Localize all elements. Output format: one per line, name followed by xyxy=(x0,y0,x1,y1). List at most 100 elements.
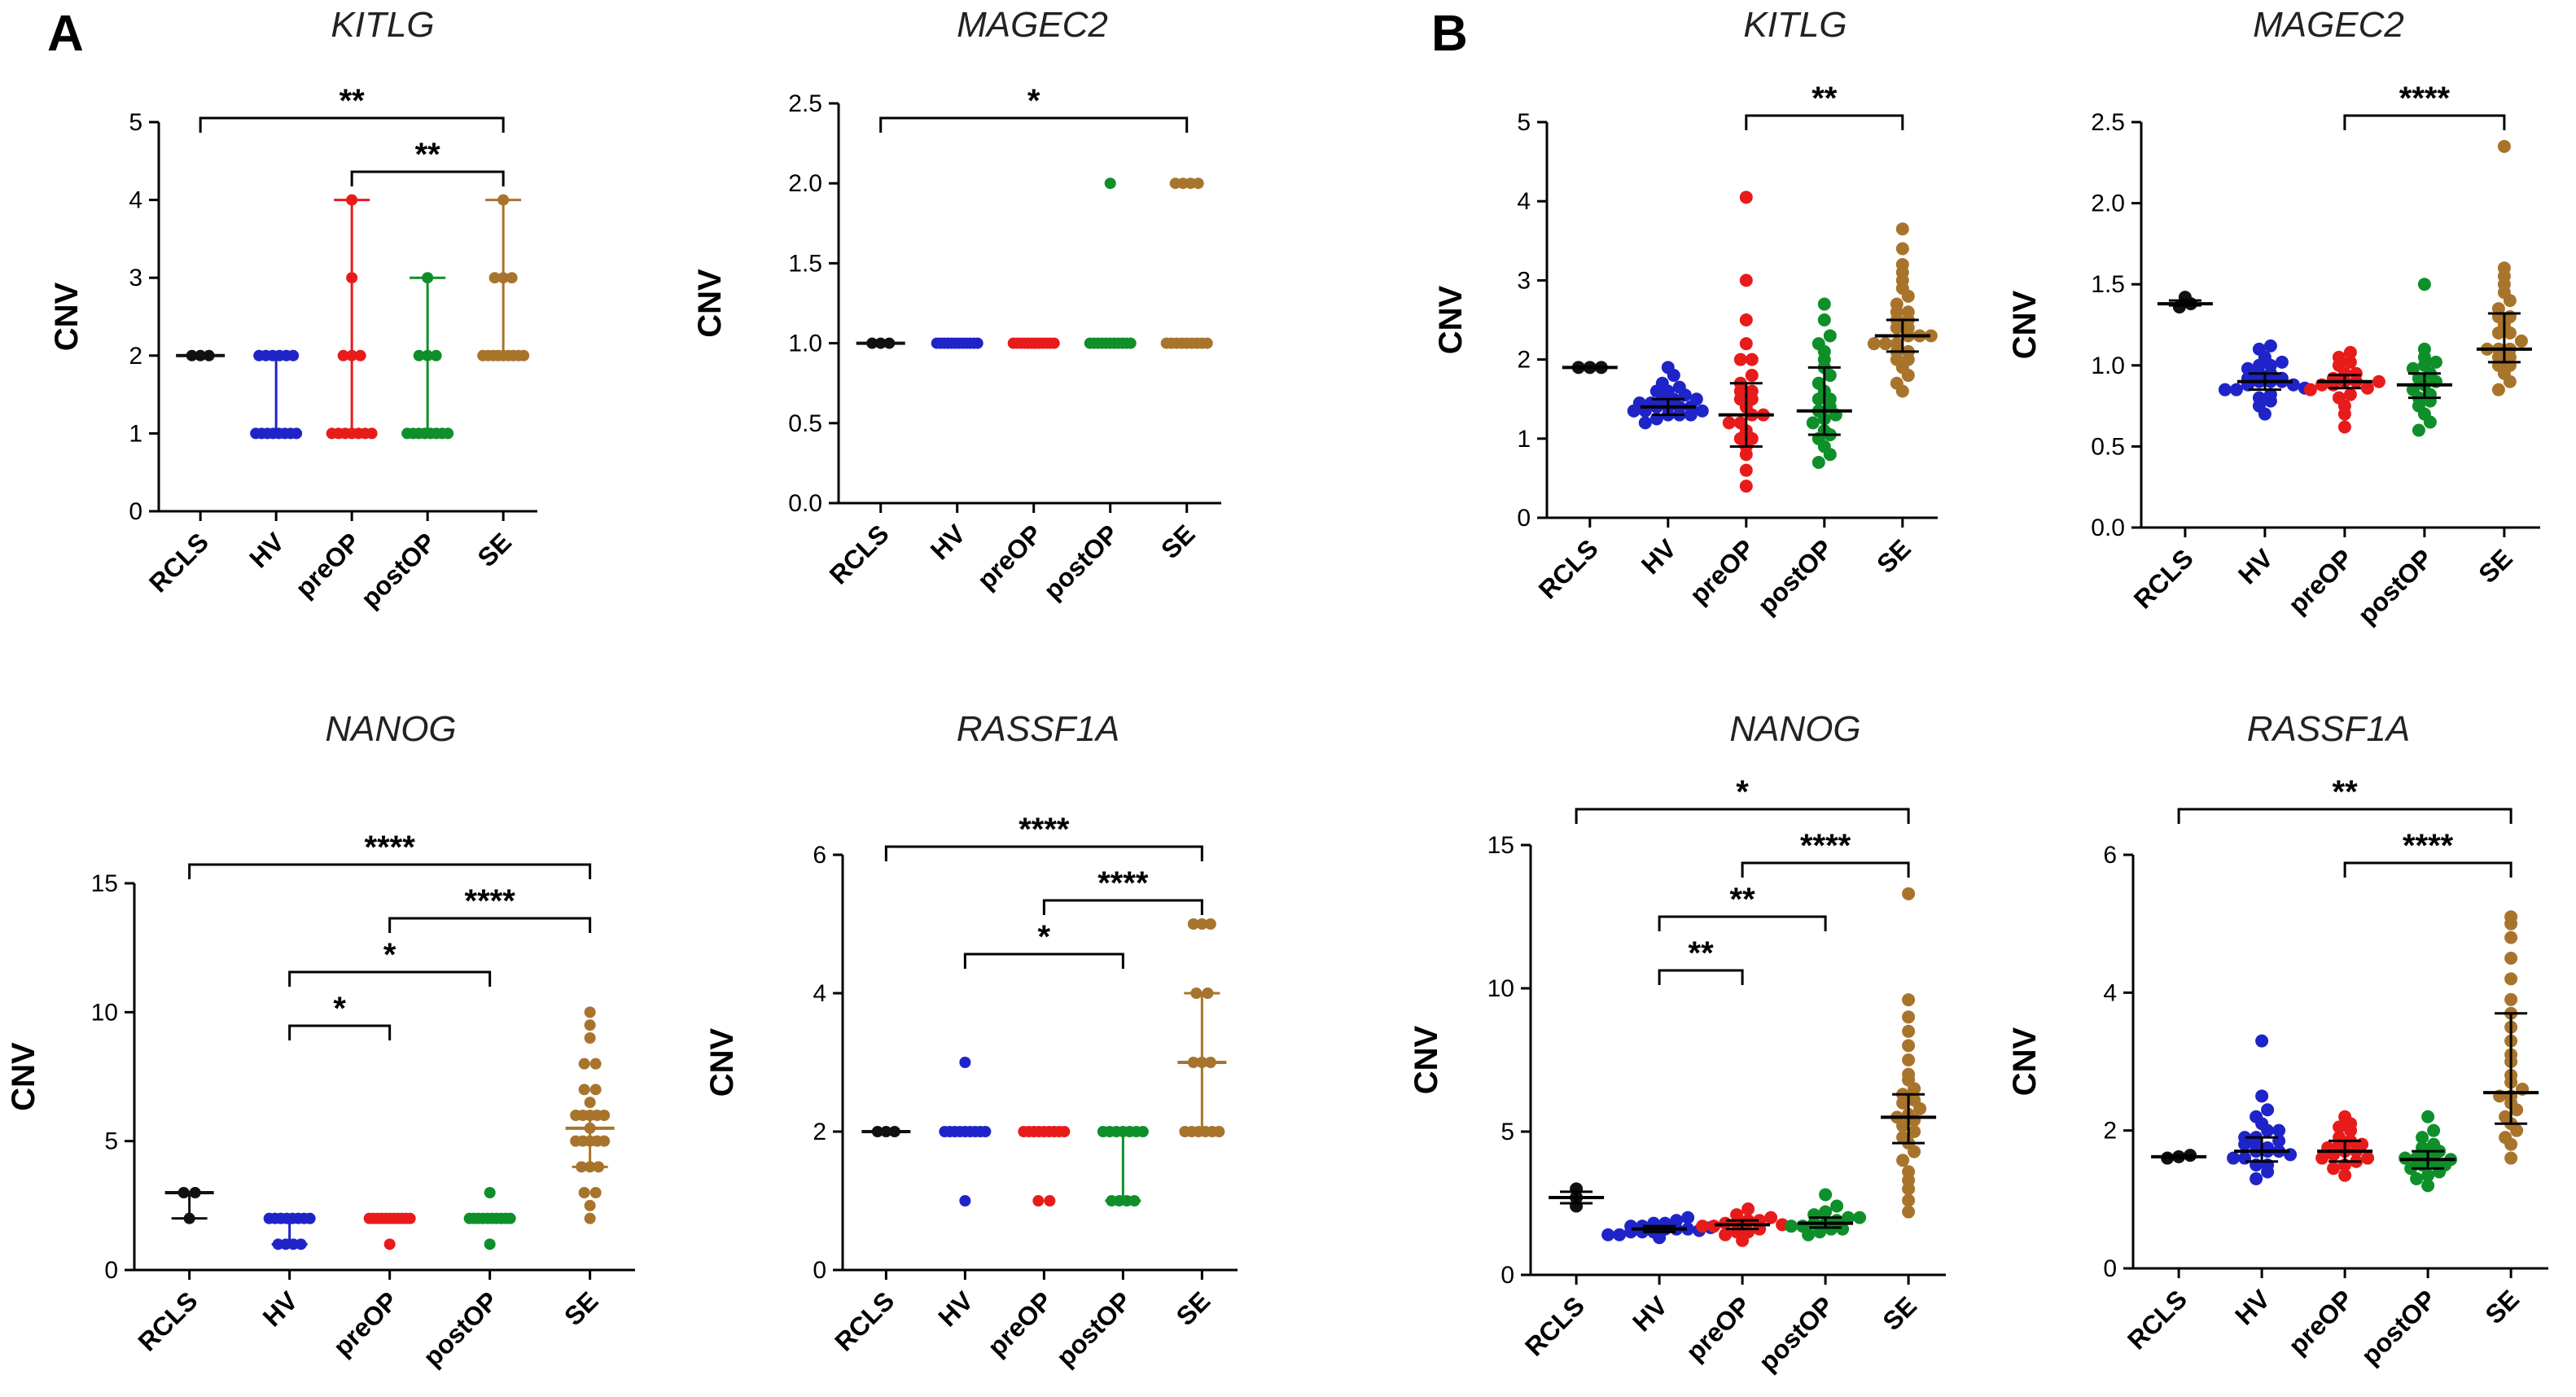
data-point xyxy=(1902,993,1916,1007)
y-axis-label: CNV xyxy=(692,269,728,338)
series-preop xyxy=(1696,1202,1790,1247)
significance-bracket xyxy=(2343,861,2512,878)
data-point xyxy=(1670,1214,1684,1228)
data-point xyxy=(578,1058,590,1070)
significance-label: ** xyxy=(415,137,441,173)
data-point xyxy=(2504,952,2518,965)
data-point xyxy=(1739,190,1753,204)
y-tick-label: 2 xyxy=(1517,347,1531,374)
data-point xyxy=(346,194,358,206)
data-point xyxy=(1204,918,1216,930)
data-point xyxy=(1901,305,1915,319)
data-point xyxy=(1655,376,1669,390)
data-point xyxy=(1830,1199,1844,1213)
data-point xyxy=(1739,274,1753,287)
y-tick-label: 1 xyxy=(1517,426,1531,453)
data-point xyxy=(346,272,358,284)
y-tick-label: 1.0 xyxy=(2091,353,2125,379)
data-point xyxy=(2327,1162,2341,1176)
x-tick-label: RCLS xyxy=(133,1285,204,1356)
series-postop xyxy=(2399,1110,2458,1193)
data-point xyxy=(1707,1220,1721,1233)
x-tick-label: RCLS xyxy=(824,519,895,589)
data-point xyxy=(2337,420,2351,434)
y-axis-label: CNV xyxy=(6,1042,42,1111)
y-tick-label: 3 xyxy=(129,265,142,291)
data-point xyxy=(2333,1120,2346,1134)
series-hv xyxy=(263,1212,316,1250)
y-tick-label: 0 xyxy=(1517,505,1531,532)
data-point xyxy=(2504,910,2518,924)
data-point xyxy=(1895,222,1909,236)
significance-label: ** xyxy=(1689,935,1715,971)
series-rcls xyxy=(856,337,905,349)
y-tick-label: 4 xyxy=(2103,979,2117,1006)
y-axis-label: CNV xyxy=(2007,1027,2043,1096)
data-point xyxy=(1187,918,1199,930)
x-tick-label: HV xyxy=(243,527,290,573)
data-point xyxy=(1902,1193,1916,1207)
data-point xyxy=(2332,350,2346,364)
data-point xyxy=(2227,1151,2241,1165)
x-tick-label: preOP xyxy=(971,519,1047,594)
x-tick-label: HV xyxy=(932,1285,979,1332)
series-rcls xyxy=(1562,361,1618,374)
data-point xyxy=(1896,1154,1910,1167)
data-point xyxy=(2504,972,2518,986)
y-axis-label: CNV xyxy=(2007,290,2043,359)
data-point xyxy=(1819,1188,1833,1202)
x-tick-label: postOP xyxy=(1038,519,1124,605)
data-point xyxy=(584,1032,596,1044)
data-point xyxy=(1661,361,1675,374)
significance-bracket xyxy=(188,863,592,879)
x-tick-label: SE xyxy=(2479,1284,2525,1329)
series-se xyxy=(1881,887,1937,1219)
data-point xyxy=(2514,334,2528,348)
data-point xyxy=(589,1058,602,1070)
data-point xyxy=(1908,1125,1921,1138)
x-tick-label: postOP xyxy=(2352,543,2438,629)
data-point xyxy=(1719,1228,1733,1242)
data-point xyxy=(1806,416,1820,430)
chart-title: MAGEC2 xyxy=(2253,5,2404,45)
y-tick-label: 4 xyxy=(1517,188,1531,215)
data-point xyxy=(1853,1211,1867,1224)
data-point xyxy=(2338,1168,2352,1182)
data-point xyxy=(2238,1131,2252,1145)
data-point xyxy=(1739,463,1753,477)
data-point xyxy=(1044,1195,1056,1206)
y-tick-label: 15 xyxy=(91,870,118,897)
x-tick-label: preOP xyxy=(1680,1290,1756,1366)
significance-label: * xyxy=(333,991,346,1027)
data-point xyxy=(589,1187,602,1198)
series-hv xyxy=(1601,1211,1718,1245)
chart-a-magec2: MAGEC2 CNV 0.0 0.5 1.0 1.5 2.0 2.5 RCLS HV preOPpo… xyxy=(692,5,1221,605)
data-point xyxy=(1902,1053,1916,1066)
data-point xyxy=(1202,988,1214,999)
data-point xyxy=(584,1019,596,1031)
significance-label: **** xyxy=(1800,828,1851,864)
x-tick-label: SE xyxy=(2473,543,2518,589)
data-point xyxy=(1812,455,1825,469)
y-tick-label: 0.0 xyxy=(788,490,822,517)
data-point xyxy=(2343,388,2357,401)
x-tick-label: SE xyxy=(1871,533,1917,579)
data-point xyxy=(1104,177,1116,190)
series-preop xyxy=(1007,337,1060,349)
series-se xyxy=(565,1006,615,1224)
significance-bracket xyxy=(199,116,505,133)
x-tick-label: SE xyxy=(559,1285,604,1331)
y-tick-label: 0.0 xyxy=(2091,515,2125,541)
data-point xyxy=(1638,416,1652,430)
data-point xyxy=(1745,353,1759,366)
data-point xyxy=(1785,1220,1798,1233)
data-point xyxy=(1902,1067,1916,1081)
data-point xyxy=(584,1212,596,1224)
data-point xyxy=(2343,345,2357,359)
data-point xyxy=(2241,361,2254,375)
data-point xyxy=(1689,392,1703,406)
series-rcls xyxy=(2157,291,2213,314)
data-point xyxy=(1681,1211,1695,1224)
